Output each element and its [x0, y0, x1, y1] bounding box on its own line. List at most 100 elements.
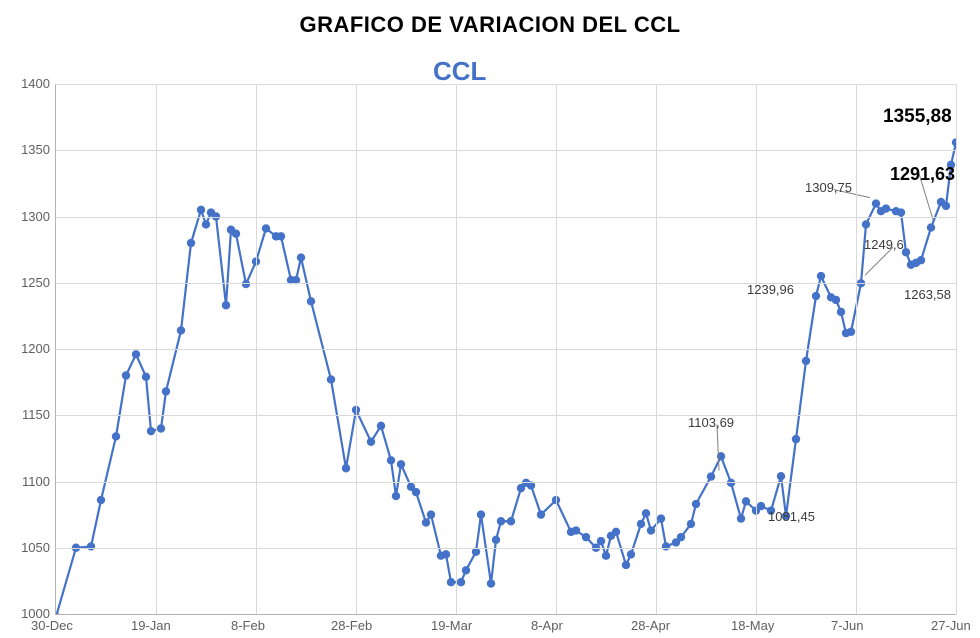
data-point — [792, 435, 800, 443]
data-point — [627, 550, 635, 558]
x-tick-label: 30-Dec — [31, 618, 73, 633]
y-tick-label: 1350 — [5, 142, 50, 157]
data-point — [342, 464, 350, 472]
data-point — [307, 297, 315, 305]
grid-line-h — [56, 217, 956, 218]
grid-line-v — [756, 84, 757, 614]
data-point — [897, 208, 905, 216]
data-label: 1249,6 — [864, 237, 904, 252]
grid-line-h — [56, 415, 956, 416]
data-point — [637, 520, 645, 528]
x-tick-label: 19-Jan — [131, 618, 171, 633]
data-point — [472, 548, 480, 556]
data-point — [802, 357, 810, 365]
grid-line-h — [56, 482, 956, 483]
data-point — [492, 536, 500, 544]
data-point — [277, 232, 285, 240]
y-tick-label: 1250 — [5, 275, 50, 290]
data-point — [422, 518, 430, 526]
data-point — [477, 510, 485, 518]
x-tick-label: 28-Apr — [631, 618, 670, 633]
data-point — [837, 308, 845, 316]
data-label: 1309,75 — [805, 180, 852, 195]
data-label: 1239,96 — [747, 282, 794, 297]
data-point — [222, 301, 230, 309]
grid-line-v — [656, 84, 657, 614]
data-point — [527, 481, 535, 489]
grid-line-v — [456, 84, 457, 614]
x-tick-label: 8-Apr — [531, 618, 563, 633]
data-point — [572, 526, 580, 534]
data-point — [242, 280, 250, 288]
data-point — [707, 472, 715, 480]
data-point — [677, 533, 685, 541]
x-tick-label: 7-Jun — [831, 618, 864, 633]
data-label: 1263,58 — [904, 287, 951, 302]
data-point — [582, 533, 590, 541]
y-tick-label: 1150 — [5, 407, 50, 422]
data-label: 1103,69 — [688, 415, 734, 430]
data-point — [942, 202, 950, 210]
data-point — [202, 220, 210, 228]
y-tick-label: 1100 — [5, 474, 50, 489]
data-point — [232, 230, 240, 238]
grid-line-v — [356, 84, 357, 614]
plot-area — [55, 84, 956, 615]
y-tick-label: 1050 — [5, 540, 50, 555]
series-label: CCL — [433, 56, 486, 87]
y-tick-label: 1200 — [5, 341, 50, 356]
data-point — [297, 253, 305, 261]
data-point — [647, 526, 655, 534]
x-tick-label: 8-Feb — [231, 618, 265, 633]
data-point — [832, 296, 840, 304]
data-point — [847, 328, 855, 336]
data-point — [177, 326, 185, 334]
grid-line-v — [856, 84, 857, 614]
data-point — [692, 500, 700, 508]
grid-line-v — [256, 84, 257, 614]
y-tick-label: 1300 — [5, 209, 50, 224]
data-point — [87, 542, 95, 550]
x-tick-label: 18-May — [731, 618, 774, 633]
data-point — [872, 199, 880, 207]
y-tick-label: 1400 — [5, 76, 50, 91]
data-point — [687, 520, 695, 528]
data-point — [157, 424, 165, 432]
data-point — [367, 438, 375, 446]
data-label: 1355,88 — [883, 106, 952, 128]
data-point — [777, 472, 785, 480]
data-point — [457, 578, 465, 586]
grid-line-h — [56, 349, 956, 350]
data-point — [412, 488, 420, 496]
data-point — [882, 204, 890, 212]
data-point — [742, 497, 750, 505]
data-point — [917, 256, 925, 264]
data-point — [397, 460, 405, 468]
x-tick-label: 27-Jun — [931, 618, 971, 633]
data-point — [622, 561, 630, 569]
data-point — [662, 542, 670, 550]
data-point — [392, 492, 400, 500]
data-point — [387, 456, 395, 464]
grid-line-h — [56, 150, 956, 151]
data-point — [612, 528, 620, 536]
data-point — [727, 479, 735, 487]
data-point — [812, 292, 820, 300]
data-point — [132, 350, 140, 358]
data-point — [642, 509, 650, 517]
data-point — [427, 510, 435, 518]
data-point — [462, 566, 470, 574]
data-point — [197, 206, 205, 214]
data-point — [487, 579, 495, 587]
data-point — [442, 550, 450, 558]
data-label: 1291,63 — [890, 164, 955, 185]
data-point — [597, 537, 605, 545]
data-point — [507, 517, 515, 525]
x-tick-label: 19-Mar — [431, 618, 472, 633]
data-point — [537, 510, 545, 518]
data-point — [187, 239, 195, 247]
data-point — [262, 224, 270, 232]
data-point — [497, 517, 505, 525]
data-point — [602, 552, 610, 560]
data-point — [657, 514, 665, 522]
